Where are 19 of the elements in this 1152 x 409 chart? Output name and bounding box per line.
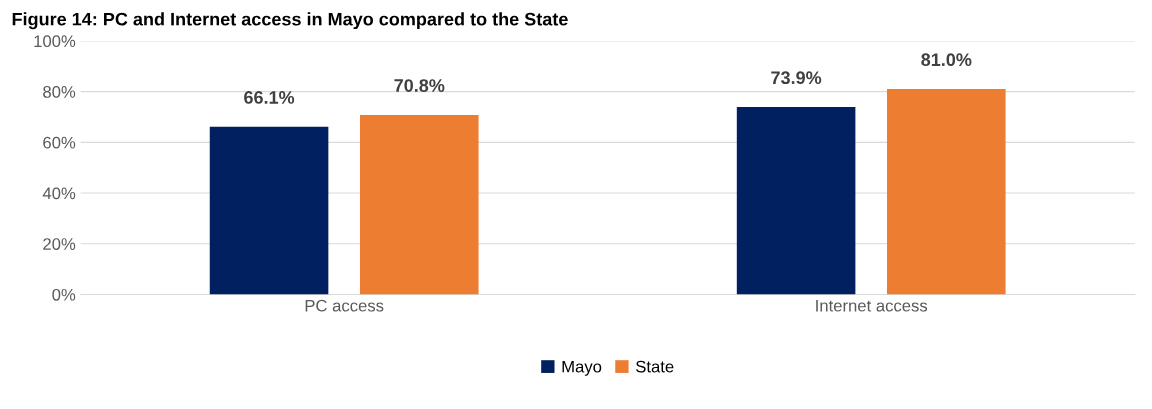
y-tick-label: 80% bbox=[43, 86, 76, 98]
text: 73.9% bbox=[771, 71, 822, 85]
x-tick-label: Internet access bbox=[816, 299, 928, 312]
bar bbox=[209, 126, 329, 295]
bar bbox=[736, 107, 856, 295]
y-tick-label: 20% bbox=[43, 238, 76, 250]
x-tick-label: PC access bbox=[305, 299, 384, 312]
legend-label: State bbox=[636, 360, 674, 373]
legend-label: Mayo bbox=[562, 360, 602, 376]
y-tick-label: 100% bbox=[34, 35, 76, 48]
text: 81.0% bbox=[921, 53, 972, 67]
bar bbox=[359, 114, 479, 295]
chart-title: Figure 14: PC and Internet access in Mayo compared to the State bbox=[12, 12, 568, 30]
y-tick-label: 0% bbox=[52, 288, 76, 301]
y-tick-label: 40% bbox=[42, 187, 76, 200]
text: 66.1% bbox=[244, 91, 295, 104]
bar bbox=[887, 89, 1006, 295]
y-tick-label: 60% bbox=[43, 136, 76, 149]
text: 70.8% bbox=[394, 79, 445, 92]
